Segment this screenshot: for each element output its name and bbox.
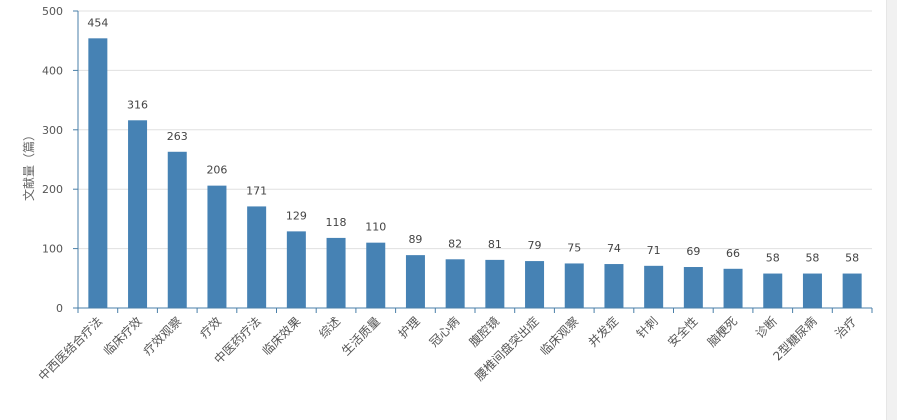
x-tick-label: 临床效果 — [259, 314, 304, 359]
x-tick-label: 生活质量 — [339, 314, 383, 358]
data-label: 316 — [127, 98, 148, 111]
x-tick-label: 疗效 — [196, 314, 224, 342]
y-tick-label: 500 — [42, 5, 63, 18]
data-label: 69 — [686, 245, 700, 258]
x-tick-label: 2型糖尿病 — [770, 314, 820, 364]
bar[interactable] — [247, 206, 267, 308]
data-label: 206 — [206, 164, 227, 177]
data-label: 58 — [766, 252, 780, 265]
data-label: 118 — [326, 216, 347, 229]
bar[interactable] — [723, 268, 743, 308]
x-tick-label: 腹腔镜 — [466, 314, 502, 350]
bar[interactable] — [644, 265, 664, 308]
bar[interactable] — [683, 267, 703, 308]
bar[interactable] — [842, 273, 862, 308]
data-label: 454 — [87, 16, 108, 29]
x-tick-label: 诊断 — [752, 314, 780, 342]
bar[interactable] — [128, 120, 148, 309]
data-label: 110 — [365, 221, 386, 234]
bar[interactable] — [167, 151, 187, 308]
data-label: 71 — [647, 244, 661, 257]
bar[interactable] — [525, 261, 545, 308]
bar[interactable] — [326, 237, 346, 308]
x-tick-label: 治疗 — [832, 314, 859, 341]
x-tick-label: 冠心病 — [426, 314, 462, 350]
y-axis: 0 100 200 300 400 500 — [42, 5, 79, 315]
bar[interactable] — [564, 263, 584, 308]
bar[interactable] — [88, 38, 108, 308]
bar[interactable] — [763, 273, 783, 308]
data-label: 58 — [845, 252, 859, 265]
x-tick-label: 针刺 — [633, 314, 661, 342]
y-tick-label: 100 — [42, 243, 63, 256]
bars — [88, 38, 862, 309]
data-label: 129 — [286, 209, 307, 222]
bar[interactable] — [604, 264, 624, 308]
bar[interactable] — [286, 231, 306, 308]
bar[interactable] — [802, 273, 822, 308]
x-tick-label: 中西医结合疗法 — [35, 314, 105, 384]
data-label: 263 — [167, 130, 188, 143]
y-tick-label: 0 — [56, 302, 63, 315]
data-label: 89 — [408, 233, 422, 246]
gridlines — [78, 10, 872, 250]
bar[interactable] — [405, 255, 425, 308]
data-label: 79 — [528, 239, 542, 252]
x-tick-label: 临床观察 — [538, 314, 582, 358]
data-label: 74 — [607, 242, 621, 255]
data-label: 82 — [448, 237, 462, 250]
x-tick-label: 临床疗效 — [100, 314, 145, 359]
x-tick-label: 脑梗死 — [704, 314, 740, 350]
bar[interactable] — [485, 259, 505, 308]
x-tick-label: 并发症 — [585, 314, 621, 350]
y-tick-label: 300 — [42, 124, 63, 137]
x-tick-label: 安全性 — [664, 314, 700, 350]
bar[interactable] — [207, 185, 227, 308]
data-label: 81 — [488, 238, 502, 251]
x-tick-label: 综述 — [316, 314, 343, 341]
scrollbar[interactable] — [886, 0, 897, 420]
x-tick-label: 护理 — [396, 314, 423, 341]
data-label: 75 — [567, 241, 581, 254]
data-label: 58 — [805, 252, 819, 265]
y-tick-label: 200 — [42, 183, 63, 196]
y-tick-label: 400 — [42, 64, 63, 77]
x-tick-label: 疗效观察 — [140, 314, 185, 359]
bar[interactable] — [366, 242, 386, 308]
y-axis-label: 文献量（篇） — [21, 129, 36, 201]
data-labels: 454 316 263 206 171 129 118 110 89 82 81 79 75 74 71 69… — [87, 16, 859, 264]
data-label: 66 — [726, 247, 740, 260]
data-label: 171 — [246, 184, 267, 197]
bar[interactable] — [445, 259, 465, 308]
